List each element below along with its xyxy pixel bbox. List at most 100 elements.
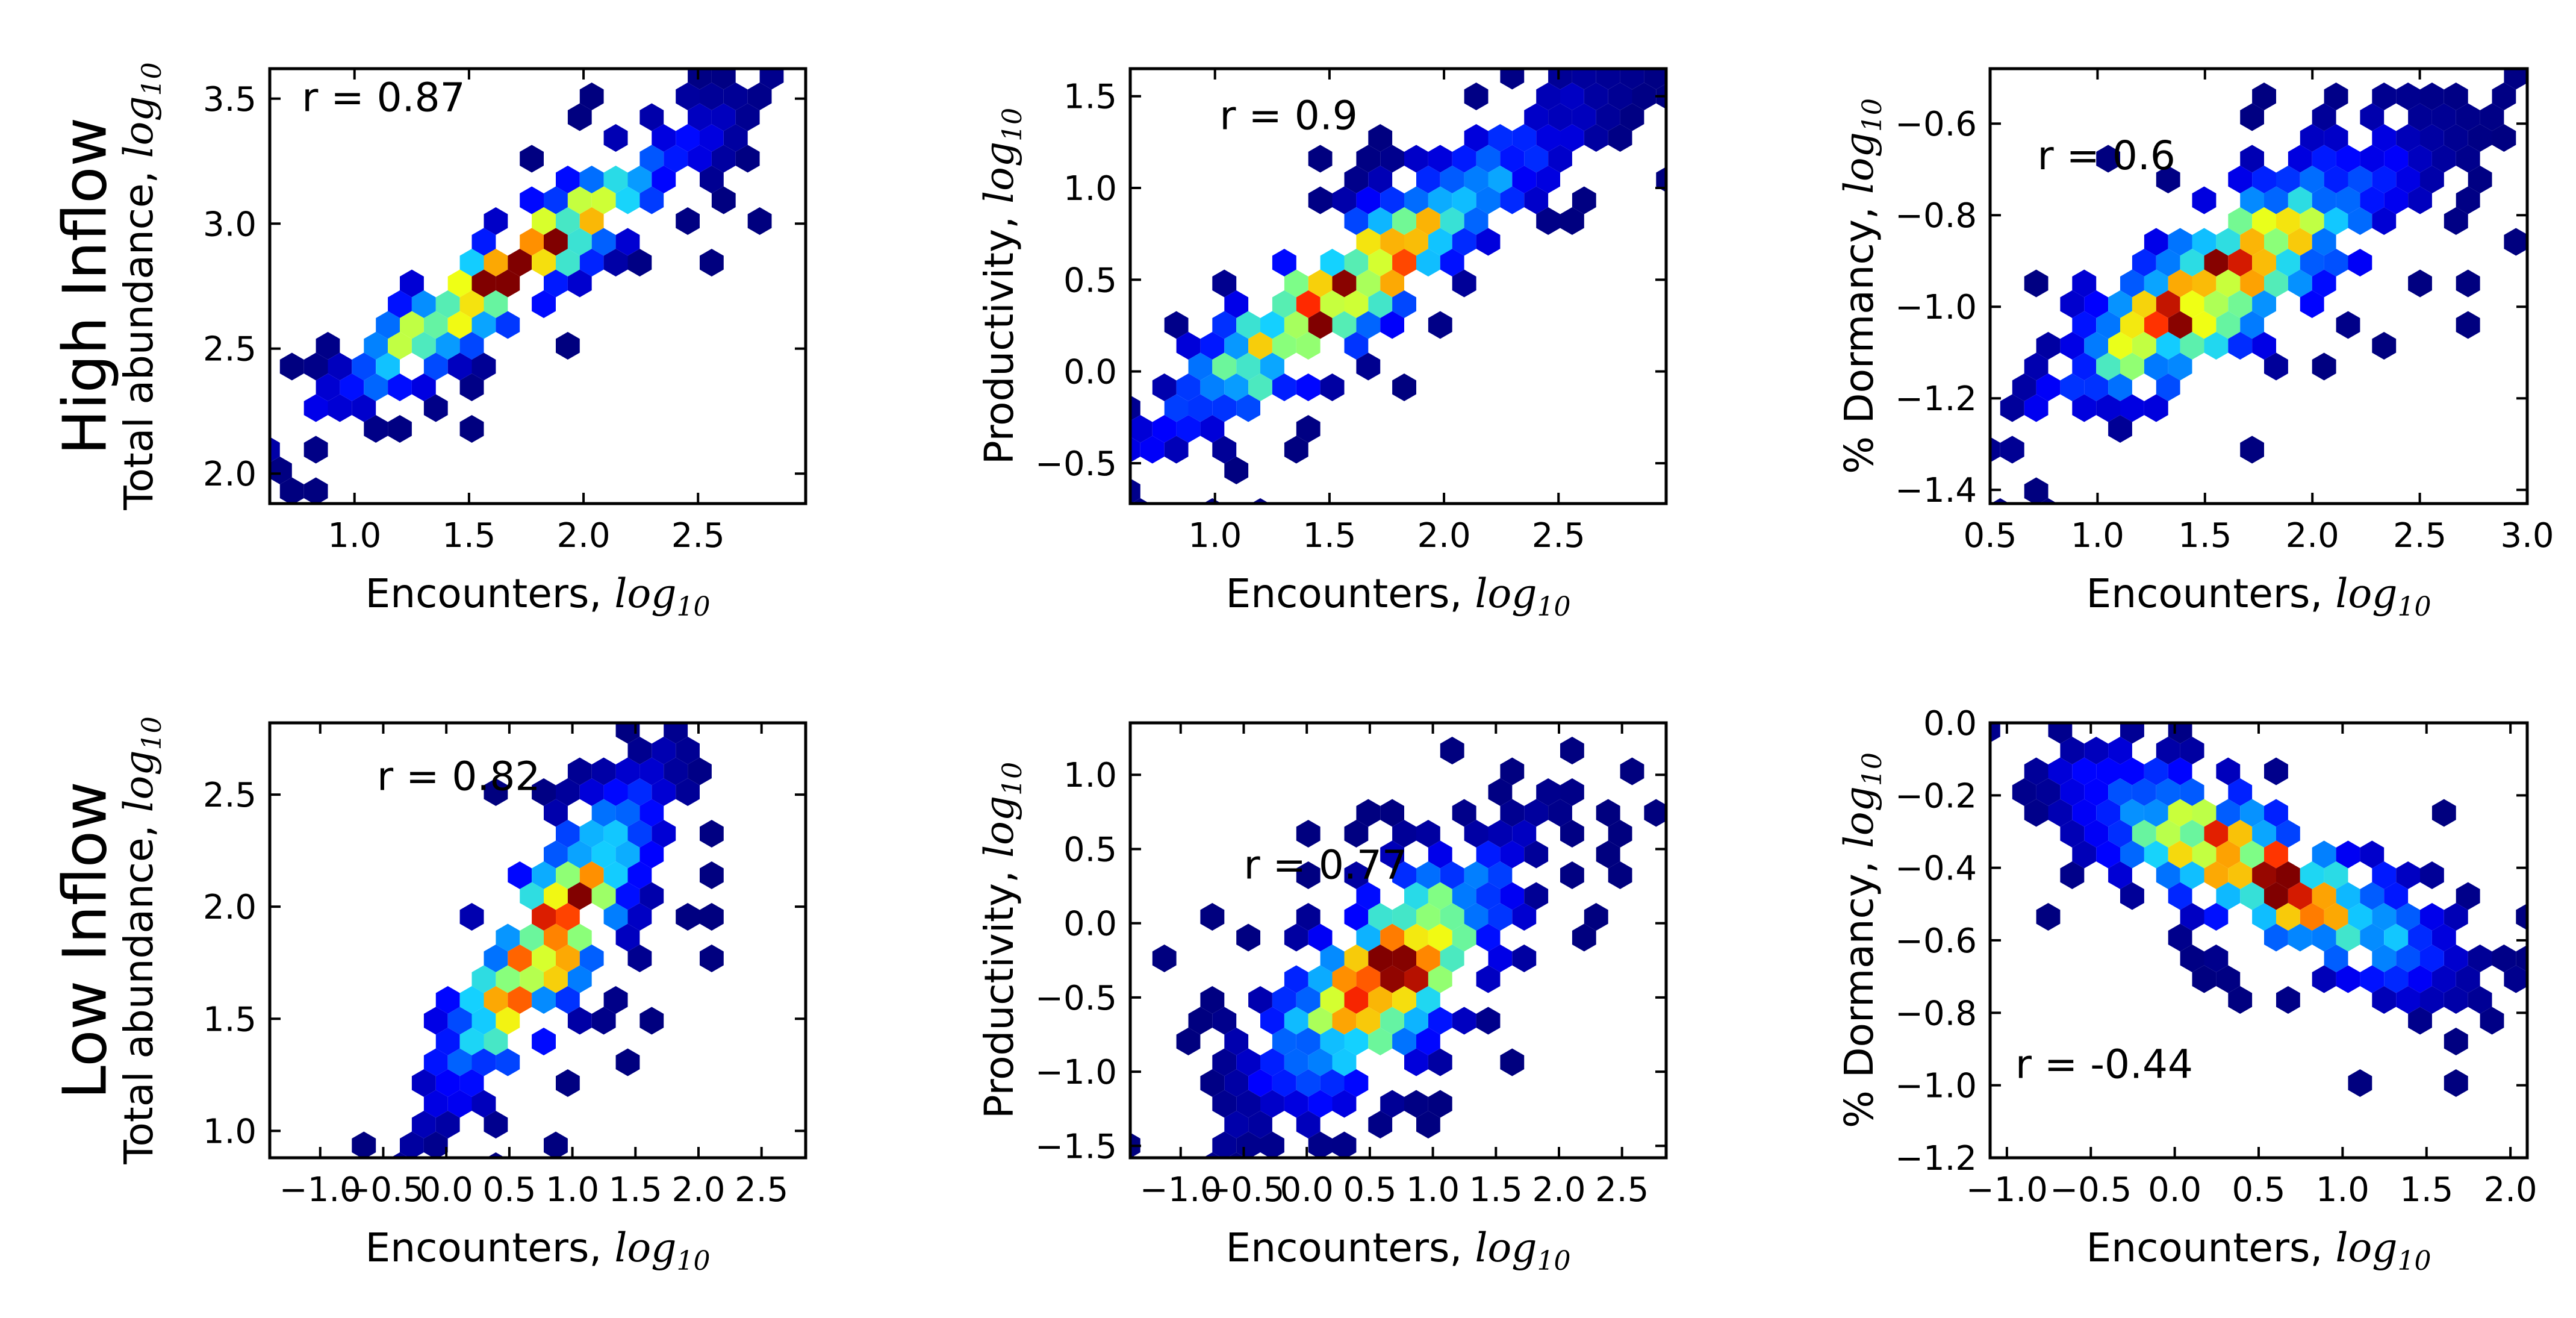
hexbin-cell xyxy=(1356,799,1381,827)
y-tick-label: 3.5 xyxy=(203,80,257,119)
hexbin-cell xyxy=(1524,145,1549,173)
hexbin-cell xyxy=(700,83,724,110)
hexbin-cell xyxy=(1152,945,1177,972)
hexbin-cell xyxy=(567,757,592,785)
hexbin-cell xyxy=(364,415,388,443)
hexbin-cell xyxy=(1284,1007,1308,1035)
hexbin-cell xyxy=(2324,249,2348,276)
hexbin-cell xyxy=(1176,373,1201,401)
x-tick-label: −0.5 xyxy=(2050,1170,2132,1210)
hexbin-cell xyxy=(2216,965,2241,993)
hexbin-cell xyxy=(735,103,760,131)
hexbin-cell xyxy=(603,820,628,848)
x-tick-label: 2.5 xyxy=(735,1170,788,1210)
hexbin-cell xyxy=(1320,945,1345,972)
hexbin-cell xyxy=(2468,945,2492,972)
hexbin-cell xyxy=(2036,373,2061,401)
hexbin-cell xyxy=(435,1111,460,1138)
hexbin-cell xyxy=(1200,415,1225,443)
hexbin-cell xyxy=(1356,352,1381,381)
hexbin-cell xyxy=(447,269,472,298)
hexbin-cell xyxy=(435,290,460,318)
hexbin-cell xyxy=(1200,332,1225,360)
hexbin-cell xyxy=(316,373,340,401)
hexbin-cell xyxy=(2396,986,2420,1014)
y-axis-label: Total abundance, log10 xyxy=(116,62,167,510)
hexbin-cell xyxy=(2528,104,2552,131)
y-tick-label: −0.5 xyxy=(1035,979,1117,1018)
hexbin-cell xyxy=(1332,186,1357,214)
hexbin-cell xyxy=(2252,166,2276,193)
hexbin-cell xyxy=(1344,332,1369,360)
hexbin-cell xyxy=(2192,840,2217,869)
hexbin-cell xyxy=(2276,903,2300,931)
hexbin-cell xyxy=(652,737,676,764)
hexbin-cell xyxy=(1524,186,1549,214)
hexbin-cell xyxy=(423,1131,448,1158)
hexbin-cell xyxy=(1344,290,1369,318)
x-tick-label: −1.0 xyxy=(279,1170,361,1210)
hexbin-cell xyxy=(2108,373,2132,401)
hexbin-cell xyxy=(2000,436,2024,464)
hexbin-cell xyxy=(1644,799,1666,827)
hexbin-cell xyxy=(639,1007,664,1035)
hexbin-cell xyxy=(2120,799,2144,827)
hexbin-cell xyxy=(1512,945,1537,972)
hexbin-cell xyxy=(388,373,412,401)
hexbin-cell xyxy=(532,903,556,931)
hexbin-cell xyxy=(1320,249,1345,276)
hexbin-cell xyxy=(2336,311,2360,339)
hexbin-cell xyxy=(1224,290,1249,318)
hexbin-cell xyxy=(1260,1048,1284,1076)
hexbin-cell xyxy=(1212,1090,1237,1118)
hexbin-cell xyxy=(2072,757,2097,785)
hexbin-cell xyxy=(1356,269,1381,298)
hexbin-cell xyxy=(2072,394,2097,422)
hexbin-cell xyxy=(508,249,532,276)
hexbin-cell xyxy=(2300,903,2324,931)
hexbin-cell xyxy=(303,436,328,464)
hexbin-cell xyxy=(1332,1007,1357,1035)
y-tick-label: −1.4 xyxy=(1895,471,1977,510)
hexbin-cell xyxy=(711,145,736,173)
hexbin-cell xyxy=(2000,394,2024,422)
hexbin-cell xyxy=(2324,903,2348,931)
hexbin-cell xyxy=(2120,840,2144,869)
hexbin-cell xyxy=(2192,799,2217,827)
hexbin-cell xyxy=(459,332,484,360)
hexbin-cell xyxy=(1392,290,1416,318)
hexbin-cell xyxy=(544,840,568,869)
hexbin-cell xyxy=(2216,757,2241,785)
hexbin-cell xyxy=(2132,249,2156,276)
axes-frame xyxy=(268,721,807,1160)
hexbin-cell xyxy=(556,249,580,276)
hexbin-cell xyxy=(1512,166,1537,193)
x-tick-label: −1.0 xyxy=(1966,1170,2048,1210)
hexbin-cell xyxy=(532,778,556,806)
y-tick-label: 0.0 xyxy=(1923,704,1977,743)
hexbin-cell xyxy=(2444,1069,2468,1097)
y-tick-label: 1.0 xyxy=(203,1112,257,1151)
hexbin-cell xyxy=(579,778,604,806)
hexbin-cell xyxy=(627,903,652,931)
hexbin-cell xyxy=(2372,861,2397,889)
hexbin-cell xyxy=(1308,186,1333,214)
hexbin-cell xyxy=(676,83,700,110)
hexbin-cell xyxy=(1368,903,1393,931)
hexbin-cell xyxy=(1380,840,1404,869)
hexbin-cell xyxy=(2240,882,2264,910)
hexbin-cell xyxy=(1392,207,1416,235)
row-label-high-inflow: High Inflow xyxy=(49,117,120,455)
hexbin-cell xyxy=(2168,757,2192,785)
hexbin-cell xyxy=(2072,799,2097,827)
hexbin-cell xyxy=(2168,799,2192,827)
hexbin-cell xyxy=(1632,83,1657,110)
hexbin-cell xyxy=(496,311,520,339)
hexbin-cell xyxy=(1416,1111,1440,1138)
hexbin-cell xyxy=(1608,695,1632,723)
hexbin-cell xyxy=(1176,415,1201,443)
hexbin-cell xyxy=(2360,882,2385,910)
x-tick-label: 1.5 xyxy=(1469,1170,1523,1210)
x-tick-label: 0.5 xyxy=(2232,1170,2285,1210)
hexbin-cell xyxy=(423,394,448,422)
